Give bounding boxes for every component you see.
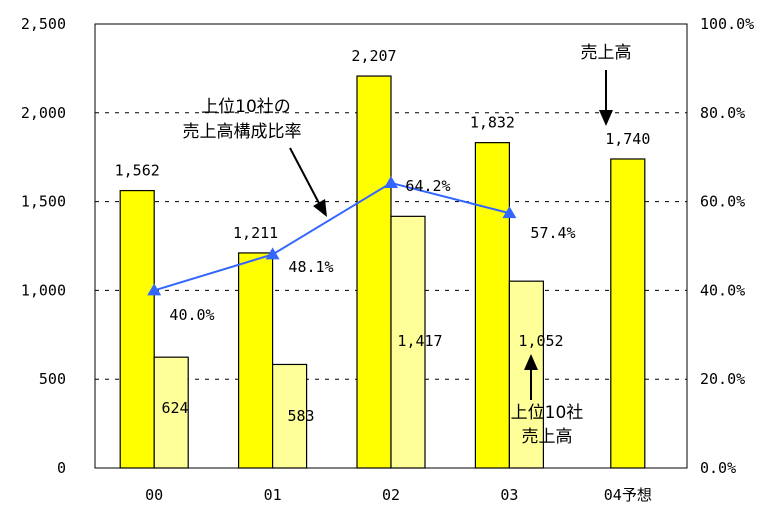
bar-sales xyxy=(356,75,392,469)
bar-sales xyxy=(474,142,510,469)
bar-top10-sales xyxy=(153,356,189,469)
ratio-line-series xyxy=(147,175,517,296)
left-tick-label: 0 xyxy=(57,459,66,477)
bar-sales xyxy=(119,189,155,469)
bar-sales xyxy=(610,158,646,469)
bar-top10-label: 583 xyxy=(287,407,314,425)
annotation-top10: 上位10社 売上高 xyxy=(511,354,584,447)
annotation-top10-arrowhead xyxy=(524,354,538,370)
x-tick-label: 02 xyxy=(382,486,400,504)
ratio-marker xyxy=(265,247,280,260)
bar-top10-sales xyxy=(508,280,544,469)
bar-top10-label: 1,052 xyxy=(518,332,563,350)
bar-labels: 1,562 1,211 2,207 1,832 1,740 624 583 1,417 1,05… xyxy=(115,47,651,425)
ratio-label: 57.4% xyxy=(530,224,575,242)
bar-sales-label: 1,740 xyxy=(605,130,650,148)
bar-top10-sales xyxy=(390,215,426,469)
bar-sales-label: 1,562 xyxy=(115,162,160,180)
annotation-sales: 売上高 xyxy=(581,43,632,126)
left-tick-label: 2,000 xyxy=(21,104,66,122)
right-tick-label: 60.0% xyxy=(700,193,745,211)
annotation-ratio-arrowhead xyxy=(313,199,327,217)
ratio-line xyxy=(153,181,510,292)
annotation-ratio-text-1: 上位10社の xyxy=(201,97,291,117)
right-tick-label: 0.0% xyxy=(700,459,736,477)
ratio-marker xyxy=(502,206,517,219)
annotation-sales-arrowhead xyxy=(599,110,613,126)
left-tick-label: 1,000 xyxy=(21,281,66,299)
ratio-label: 40.0% xyxy=(169,306,214,324)
right-tick-label: 20.0% xyxy=(700,370,745,388)
annotation-ratio-arrow-line xyxy=(289,147,322,208)
bar-top10-sales xyxy=(272,363,308,469)
bar-sales-label: 2,207 xyxy=(351,47,396,65)
right-tick-label: 100.0% xyxy=(700,15,754,33)
right-axis-ticks: 0.0% 20.0% 40.0% 60.0% 80.0% 100.0% xyxy=(700,15,754,477)
x-tick-label: 01 xyxy=(264,486,282,504)
bars xyxy=(119,75,646,469)
bar-top10-label: 1,417 xyxy=(397,332,442,350)
ratio-label: 64.2% xyxy=(405,177,450,195)
gridlines xyxy=(95,112,687,380)
ratio-labels: 40.0% 48.1% 64.2% 57.4% xyxy=(169,177,575,324)
left-tick-label: 1,500 xyxy=(21,193,66,211)
right-tick-label: 40.0% xyxy=(700,281,745,299)
bar-sales-label: 1,832 xyxy=(470,114,515,132)
left-tick-label: 500 xyxy=(39,370,66,388)
ratio-marker xyxy=(147,283,162,296)
right-tick-label: 80.0% xyxy=(700,104,745,122)
x-tick-label: 04予想 xyxy=(604,486,652,504)
bar-sales xyxy=(238,252,274,469)
annotation-ratio: 上位10社の 売上高構成比率 xyxy=(183,97,327,217)
annotation-ratio-text-2: 売上高構成比率 xyxy=(183,122,302,142)
left-axis-ticks: 0 500 1,000 1,500 2,000 2,500 xyxy=(21,15,66,477)
annotation-top10-text-1: 上位10社 xyxy=(511,403,584,423)
annotation-top10-text-2: 売上高 xyxy=(522,427,573,447)
annotation-sales-text: 売上高 xyxy=(581,43,632,63)
bar-sales-label: 1,211 xyxy=(233,224,278,242)
x-tick-label: 00 xyxy=(145,486,163,504)
left-tick-label: 2,500 xyxy=(21,15,66,33)
bar-top10-label: 624 xyxy=(161,399,188,417)
ratio-marker xyxy=(384,175,398,188)
ratio-label: 48.1% xyxy=(288,258,333,276)
x-axis-ticks: 00 01 02 03 04予想 xyxy=(145,486,652,504)
x-tick-label: 03 xyxy=(500,486,518,504)
